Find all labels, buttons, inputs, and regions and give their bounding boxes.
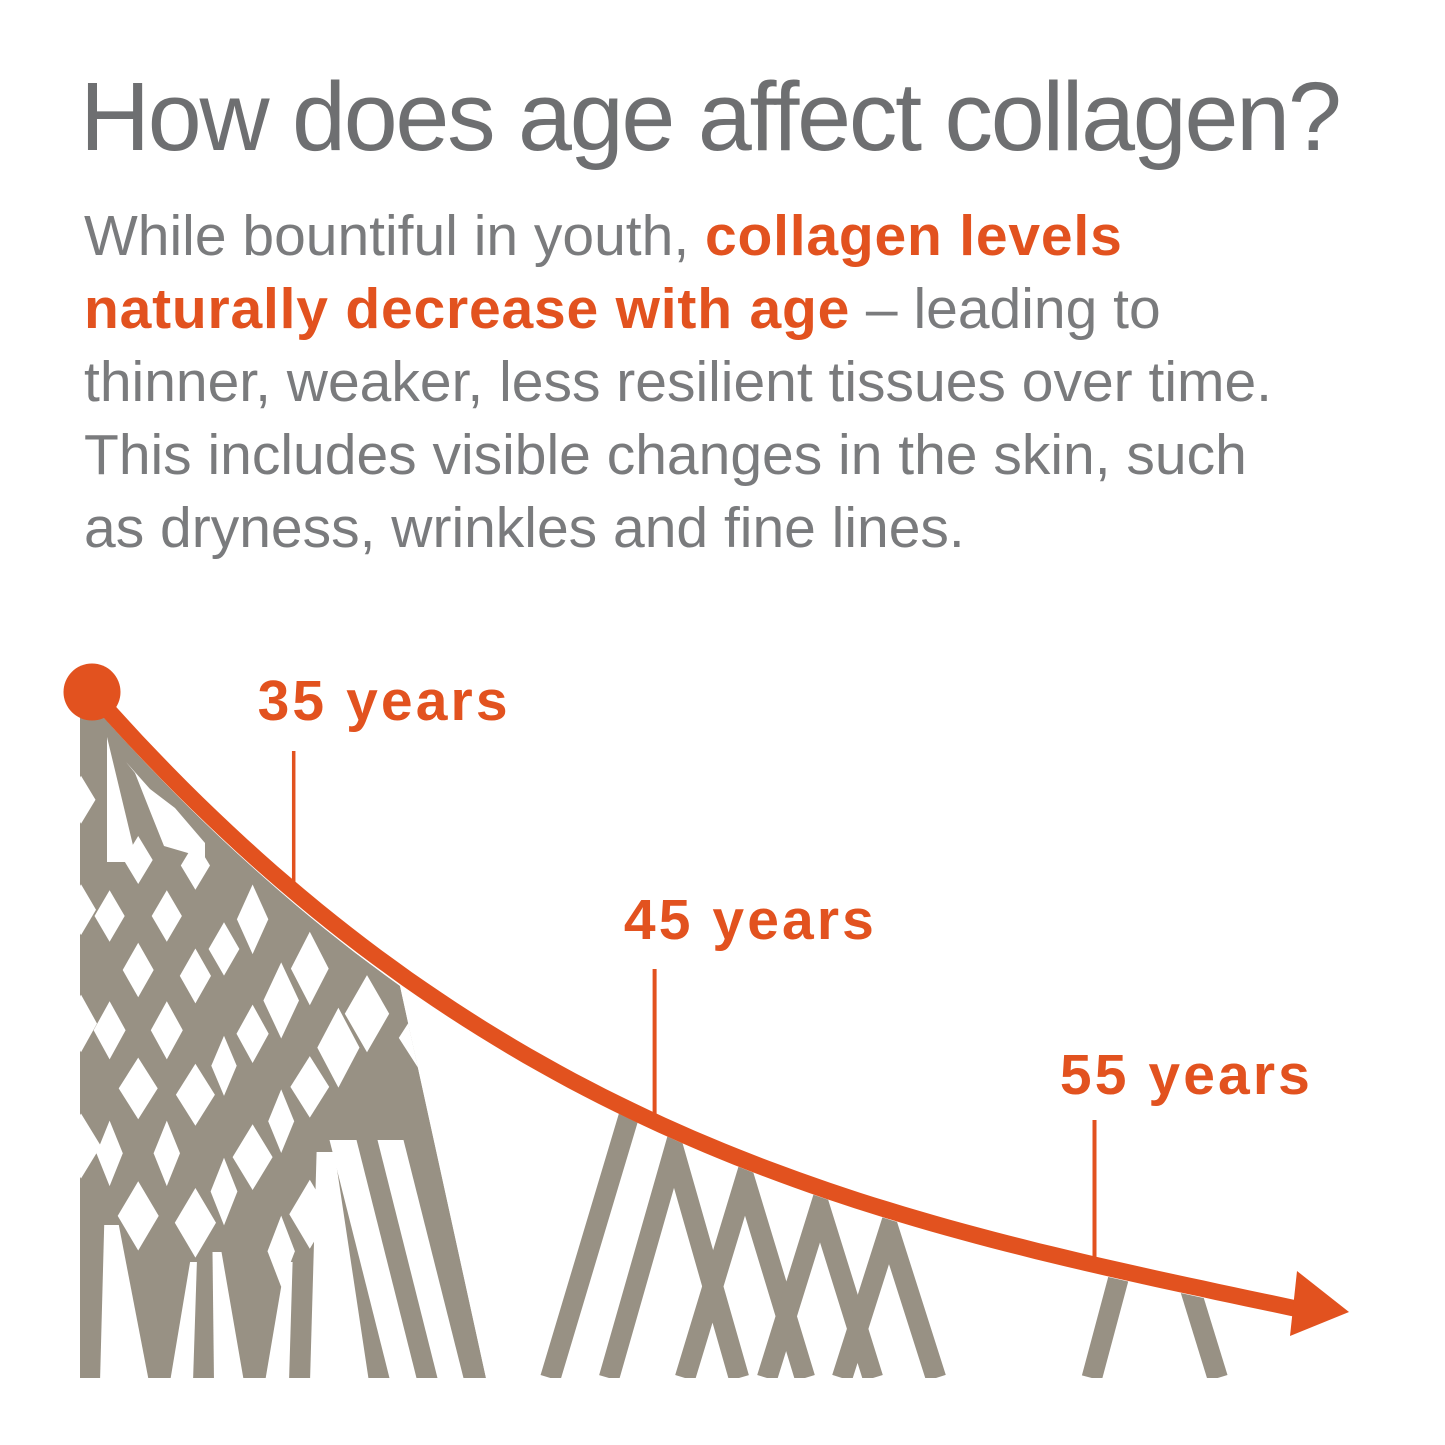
svg-text:55 years: 55 years [1060, 1043, 1313, 1107]
svg-text:45 years: 45 years [624, 888, 877, 952]
svg-text:35 years: 35 years [258, 669, 511, 733]
